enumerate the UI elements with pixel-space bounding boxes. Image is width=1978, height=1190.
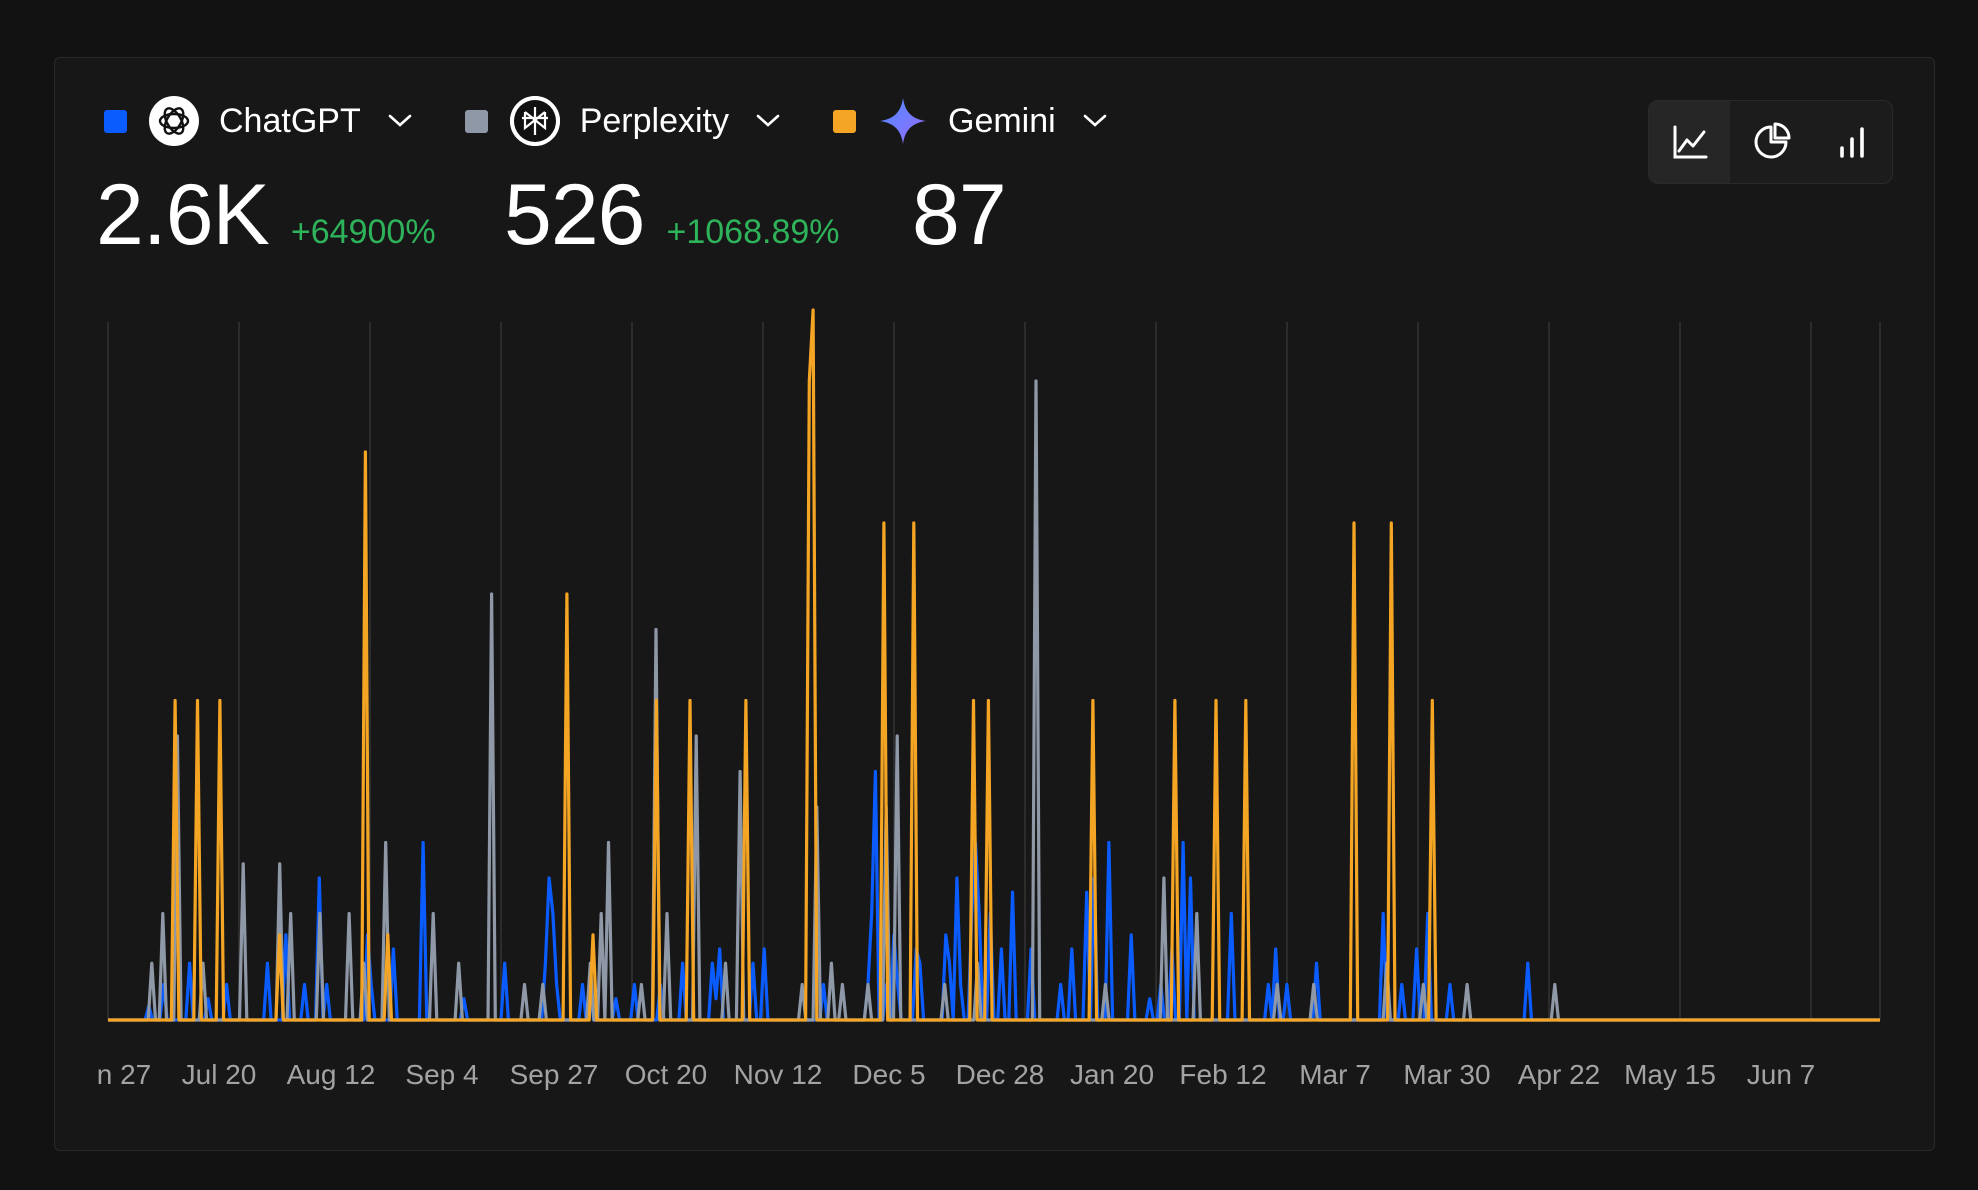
legend-label-chatgpt: ChatGPT [219, 101, 361, 140]
x-tick-label: Aug 12 [287, 1059, 376, 1090]
x-tick-label: Apr 22 [1518, 1059, 1601, 1090]
chatgpt-color-swatch [104, 109, 127, 133]
chatgpt-logo-icon [149, 96, 199, 146]
x-tick-label: Nov 12 [734, 1059, 823, 1090]
stat-change-perplexity: +1068.89% [666, 213, 840, 251]
stat-value-perplexity: 526 [504, 167, 645, 263]
stat-value-gemini: 87 [912, 167, 1007, 263]
legend: ChatGPT Perplexity [104, 96, 1160, 146]
chart-type-toolbar [1648, 100, 1893, 184]
x-tick-label: Mar 30 [1403, 1059, 1490, 1090]
x-tick-label: Jul 20 [182, 1059, 257, 1090]
line-chart-button[interactable] [1649, 101, 1730, 183]
perplexity-logo-icon [509, 96, 560, 146]
bar-chart-button[interactable] [1811, 101, 1892, 183]
stat-change-chatgpt: +64900% [290, 213, 436, 251]
x-tick-label: Oct 20 [625, 1059, 707, 1090]
perplexity-color-swatch [464, 109, 488, 133]
series-line-perplexity [108, 379, 1880, 1022]
legend-item-chatgpt[interactable]: ChatGPT [104, 96, 413, 146]
series-line-gemini [108, 308, 1880, 1022]
legend-label-perplexity: Perplexity [579, 101, 729, 140]
legend-item-perplexity[interactable]: Perplexity [464, 96, 781, 146]
chevron-down-icon[interactable] [1082, 113, 1108, 129]
x-tick-label: Sep 4 [405, 1059, 478, 1090]
x-tick-label: Sep 27 [510, 1059, 599, 1090]
gemini-color-swatch [833, 109, 856, 133]
x-tick-label: Mar 7 [1299, 1059, 1371, 1090]
x-tick-label: Dec 5 [852, 1059, 925, 1090]
x-tick-label: Jan 20 [1070, 1059, 1154, 1090]
stat-perplexity: 526 +1068.89% [504, 172, 912, 258]
chevron-down-icon[interactable] [387, 113, 413, 129]
stat-value-chatgpt: 2.6K [96, 167, 270, 263]
chevron-down-icon[interactable] [755, 113, 781, 129]
x-tick-label: n 27 [97, 1059, 152, 1090]
x-tick-label: Jun 7 [1747, 1059, 1816, 1090]
gemini-logo-icon [878, 96, 928, 146]
series-line-chatgpt [108, 769, 1880, 1022]
bar-chart-icon [1839, 127, 1864, 158]
pie-chart-icon [1754, 122, 1790, 159]
legend-label-gemini: Gemini [948, 101, 1056, 140]
line-chart-icon [1673, 125, 1707, 159]
x-tick-label: May 15 [1624, 1059, 1716, 1090]
stat-chatgpt: 2.6K +64900% [96, 172, 504, 258]
x-tick-label: Dec 28 [956, 1059, 1045, 1090]
stats-row: 2.6K +64900% 526 +1068.89% 87 [96, 167, 1007, 263]
legend-item-gemini[interactable]: Gemini [833, 96, 1108, 146]
x-tick-label: Feb 12 [1179, 1059, 1266, 1090]
stat-gemini: 87 [912, 167, 1007, 263]
pie-chart-button[interactable] [1730, 101, 1811, 183]
